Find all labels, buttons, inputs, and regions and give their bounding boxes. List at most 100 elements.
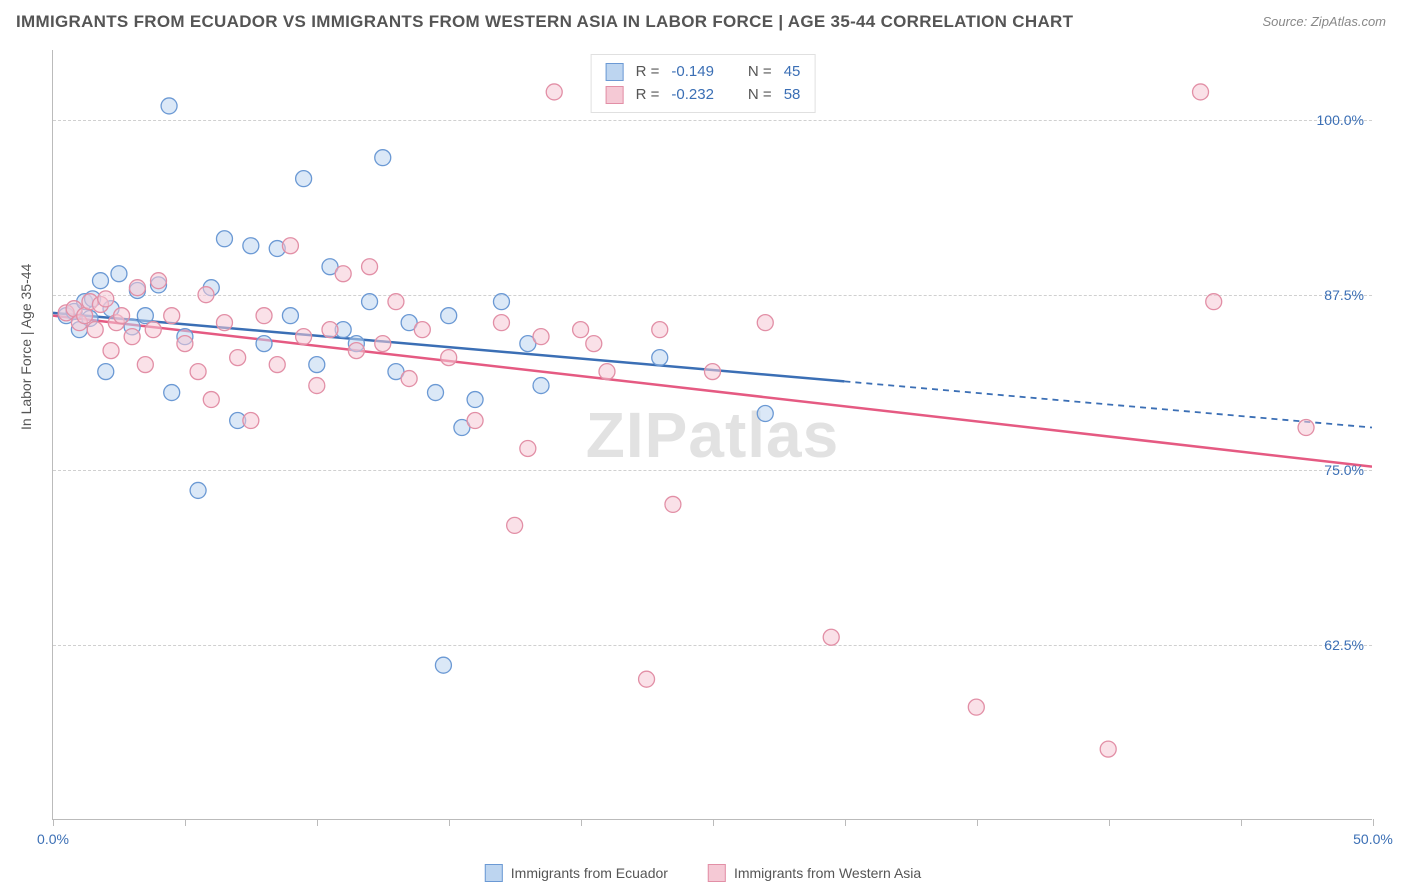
scatter-point	[137, 357, 153, 373]
xtick	[581, 819, 582, 826]
legend-series-name: Immigrants from Western Asia	[734, 865, 921, 881]
scatter-point	[124, 329, 140, 345]
scatter-point	[98, 291, 114, 307]
xtick-label: 50.0%	[1353, 831, 1393, 847]
scatter-point	[151, 273, 167, 289]
scatter-point	[282, 238, 298, 254]
scatter-point	[467, 413, 483, 429]
scatter-point	[164, 385, 180, 401]
xtick	[845, 819, 846, 826]
scatter-point	[1206, 294, 1222, 310]
scatter-point	[243, 413, 259, 429]
scatter-point	[375, 336, 391, 352]
scatter-point	[203, 392, 219, 408]
scatter-plot-svg	[53, 50, 1372, 819]
scatter-point	[493, 294, 509, 310]
scatter-point	[216, 231, 232, 247]
scatter-point	[137, 308, 153, 324]
scatter-point	[401, 371, 417, 387]
xtick	[977, 819, 978, 826]
scatter-point	[145, 322, 161, 338]
scatter-point	[111, 266, 127, 282]
scatter-point	[968, 699, 984, 715]
xtick	[1109, 819, 1110, 826]
chart-title: IMMIGRANTS FROM ECUADOR VS IMMIGRANTS FR…	[16, 12, 1073, 32]
scatter-point	[441, 308, 457, 324]
scatter-point	[161, 98, 177, 114]
scatter-point	[87, 322, 103, 338]
xtick	[185, 819, 186, 826]
n-label: N =	[748, 84, 772, 107]
r-label: R =	[636, 61, 660, 84]
source-attribution: Source: ZipAtlas.com	[1262, 14, 1386, 29]
scatter-point	[1100, 741, 1116, 757]
trendline-ext	[844, 381, 1372, 427]
series-legend: Immigrants from Ecuador Immigrants from …	[485, 864, 921, 882]
scatter-point	[533, 378, 549, 394]
scatter-point	[190, 364, 206, 380]
scatter-point	[428, 385, 444, 401]
scatter-point	[652, 350, 668, 366]
scatter-point	[533, 329, 549, 345]
legend-item: Immigrants from Western Asia	[708, 864, 921, 882]
scatter-point	[1193, 84, 1209, 100]
scatter-point	[757, 406, 773, 422]
scatter-point	[92, 273, 108, 289]
xtick	[53, 819, 54, 826]
scatter-point	[362, 294, 378, 310]
scatter-point	[216, 315, 232, 331]
scatter-point	[441, 350, 457, 366]
scatter-point	[296, 329, 312, 345]
scatter-point	[493, 315, 509, 331]
ytick-label: 62.5%	[1324, 637, 1364, 653]
n-value: 45	[784, 61, 801, 84]
legend-series-name: Immigrants from Ecuador	[511, 865, 668, 881]
legend-stat-row: R = -0.232 N = 58	[606, 84, 801, 107]
legend-swatch	[606, 86, 624, 104]
legend-swatch	[606, 63, 624, 81]
scatter-point	[230, 350, 246, 366]
legend-swatch	[708, 864, 726, 882]
scatter-point	[269, 357, 285, 373]
scatter-point	[256, 308, 272, 324]
scatter-point	[362, 259, 378, 275]
scatter-point	[98, 364, 114, 380]
scatter-point	[520, 440, 536, 456]
n-value: 58	[784, 84, 801, 107]
scatter-point	[507, 517, 523, 533]
scatter-point	[652, 322, 668, 338]
scatter-point	[282, 308, 298, 324]
scatter-point	[309, 357, 325, 373]
scatter-point	[757, 315, 773, 331]
xtick	[1373, 819, 1374, 826]
trendline	[53, 316, 1372, 467]
ytick-label: 87.5%	[1324, 287, 1364, 303]
ytick-label: 75.0%	[1324, 462, 1364, 478]
scatter-point	[309, 378, 325, 394]
scatter-point	[467, 392, 483, 408]
legend-stat-row: R = -0.149 N = 45	[606, 61, 801, 84]
ytick-label: 100.0%	[1317, 112, 1364, 128]
scatter-point	[103, 343, 119, 359]
scatter-point	[177, 336, 193, 352]
scatter-point	[586, 336, 602, 352]
scatter-point	[546, 84, 562, 100]
n-label: N =	[748, 61, 772, 84]
r-value: -0.232	[671, 84, 714, 107]
scatter-point	[665, 496, 681, 512]
scatter-point	[599, 364, 615, 380]
scatter-point	[388, 294, 404, 310]
scatter-point	[296, 171, 312, 187]
scatter-point	[322, 322, 338, 338]
scatter-point	[639, 671, 655, 687]
scatter-point	[435, 657, 451, 673]
scatter-point	[705, 364, 721, 380]
scatter-point	[114, 308, 130, 324]
xtick	[317, 819, 318, 826]
xtick	[713, 819, 714, 826]
scatter-point	[335, 266, 351, 282]
correlation-legend: R = -0.149 N = 45 R = -0.232 N = 58	[591, 54, 816, 113]
chart-plot-area: ZIPatlas 62.5%75.0%87.5%100.0%0.0%50.0%	[52, 50, 1372, 820]
scatter-point	[256, 336, 272, 352]
y-axis-label: In Labor Force | Age 35-44	[18, 264, 34, 430]
